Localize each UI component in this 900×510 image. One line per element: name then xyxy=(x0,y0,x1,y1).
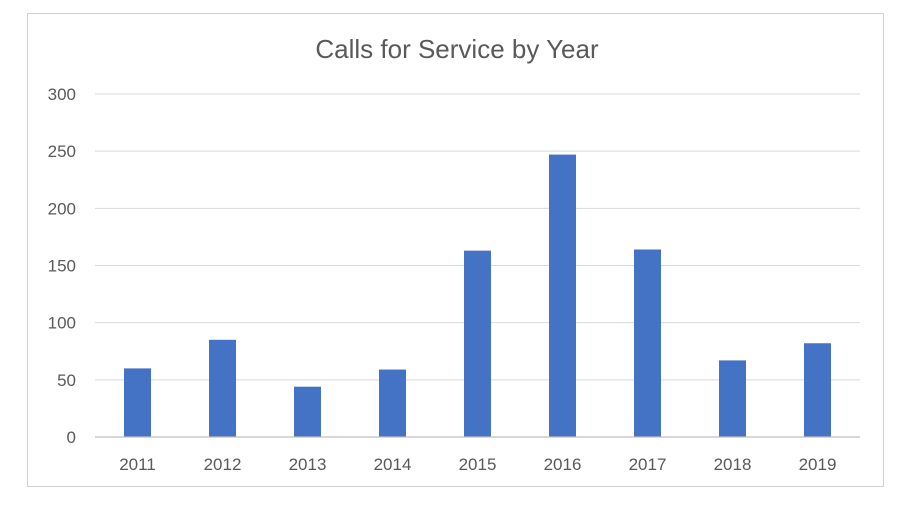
x-tick-label: 2013 xyxy=(289,455,327,474)
x-tick-label: 2019 xyxy=(799,455,837,474)
x-tick-label: 2015 xyxy=(459,455,497,474)
bars xyxy=(124,154,831,437)
x-tick-label: 2012 xyxy=(204,455,242,474)
chart-title: Calls for Service by Year xyxy=(315,34,599,64)
bar-2011 xyxy=(124,368,151,437)
x-axis-ticks: 2011 2012 2013 2014 2015 2016 2017 2018 2019 xyxy=(119,455,836,474)
x-tick-label: 2016 xyxy=(544,455,582,474)
x-tick-label: 2011 xyxy=(119,455,156,474)
bar-2017 xyxy=(634,249,661,437)
bar-2014 xyxy=(379,369,406,437)
y-axis-ticks: 0 50 100 150 200 250 300 xyxy=(48,85,76,447)
bar-2018 xyxy=(719,360,746,437)
bar-2016 xyxy=(549,154,576,437)
x-tick-label: 2014 xyxy=(374,455,412,474)
bar-2015 xyxy=(464,250,491,437)
x-tick-label: 2018 xyxy=(714,455,752,474)
y-tick-label: 300 xyxy=(48,85,76,104)
y-tick-label: 200 xyxy=(48,199,76,218)
y-tick-label: 0 xyxy=(67,428,76,447)
y-tick-label: 250 xyxy=(48,142,76,161)
y-tick-label: 100 xyxy=(48,314,76,333)
x-tick-label: 2017 xyxy=(629,455,667,474)
bar-2012 xyxy=(209,339,236,437)
y-tick-label: 50 xyxy=(57,371,76,390)
bar-2013 xyxy=(294,386,321,437)
y-tick-label: 150 xyxy=(48,257,76,276)
bar-2019 xyxy=(804,343,831,437)
